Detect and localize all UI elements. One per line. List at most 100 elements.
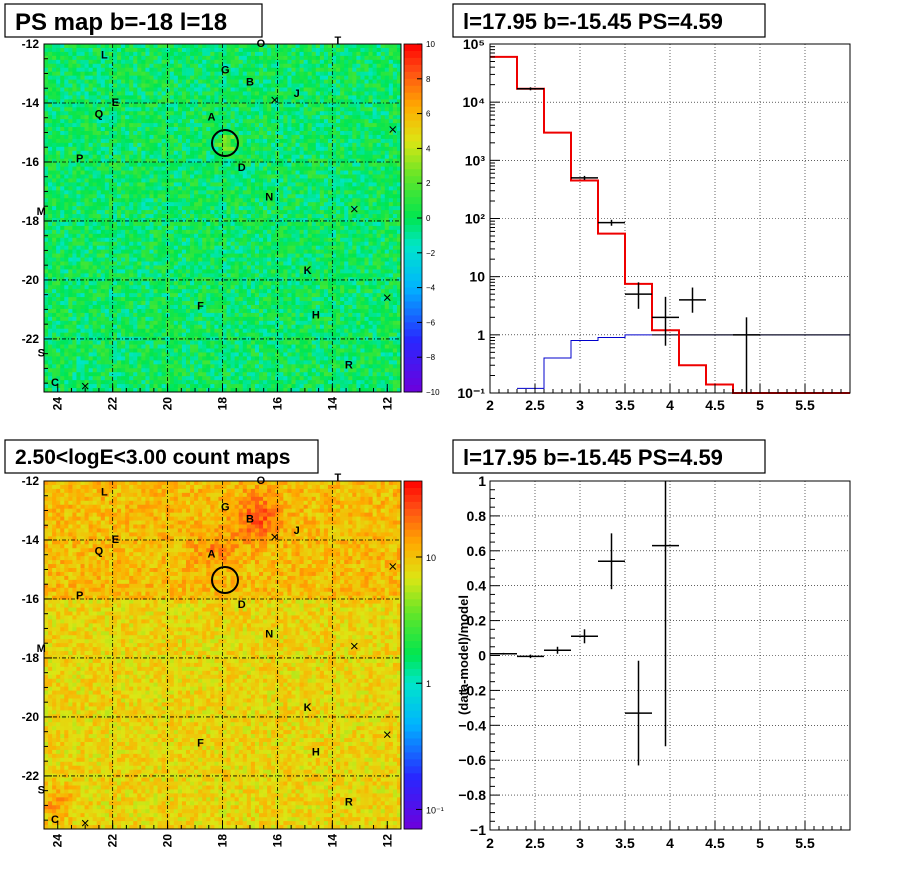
heatmap-cell (121, 167, 125, 171)
heatmap-cell (72, 84, 76, 88)
heatmap-cell (81, 333, 85, 337)
heatmap-cell (117, 313, 121, 317)
heatmap-cell (231, 368, 235, 372)
heatmap-cell (158, 242, 162, 246)
heatmap-cell (202, 341, 206, 345)
heatmap-cell (76, 360, 80, 364)
heatmap-cell (72, 186, 76, 190)
heatmap-cell (113, 111, 117, 115)
heatmap-cell (68, 210, 72, 214)
heatmap-cell (186, 111, 190, 115)
heatmap-cell (231, 139, 235, 143)
heatmap-cell (182, 131, 186, 135)
heatmap-cell (121, 329, 125, 333)
heatmap-cell (202, 84, 206, 88)
heatmap-cell (190, 194, 194, 198)
heatmap-cell (198, 226, 202, 230)
heatmap-cell (56, 95, 60, 99)
heatmap-cell (206, 341, 210, 345)
heatmap-cell (60, 380, 64, 384)
heatmap-cell (101, 206, 105, 210)
heatmap-cell (239, 64, 243, 68)
heatmap-cell (223, 289, 227, 293)
heatmap-cell (158, 171, 162, 175)
heatmap-cell (149, 84, 153, 88)
heatmap-cell (68, 321, 72, 325)
heatmap-cell (247, 309, 251, 313)
heatmap-cell (97, 269, 101, 273)
heatmap-cell (267, 254, 271, 258)
heatmap-cell (81, 80, 85, 84)
heatmap-cell (137, 273, 141, 277)
heatmap-cell (125, 60, 129, 64)
heatmap-cell (235, 285, 239, 289)
heatmap-cell (247, 341, 251, 345)
heatmap-cell (64, 163, 68, 167)
heatmap-cell (64, 250, 68, 254)
heatmap-cell (125, 72, 129, 76)
heatmap-cell (239, 376, 243, 380)
heatmap-cell (227, 163, 231, 167)
heatmap-cell (255, 103, 259, 107)
heatmap-cell (194, 107, 198, 111)
heatmap-cell (117, 202, 121, 206)
heatmap-cell (133, 64, 137, 68)
heatmap-cell (186, 52, 190, 56)
heatmap-cell (214, 206, 218, 210)
heatmap-cell (121, 265, 125, 269)
heatmap-cell (113, 254, 117, 258)
heatmap-cell (81, 218, 85, 222)
heatmap-cell (52, 202, 56, 206)
heatmap-cell (243, 305, 247, 309)
heatmap-cell (259, 163, 263, 167)
heatmap-cell (198, 333, 202, 337)
heatmap-cell (158, 44, 162, 48)
heatmap-cell (255, 80, 259, 84)
heatmap-cell (190, 80, 194, 84)
heatmap-cell (85, 119, 89, 123)
heatmap-cell (231, 242, 235, 246)
heatmap-cell (121, 202, 125, 206)
heatmap-cell (198, 175, 202, 179)
heatmap-cell (186, 214, 190, 218)
heatmap-cell (113, 265, 117, 269)
heatmap-cell (154, 147, 158, 151)
heatmap-cell (194, 155, 198, 159)
heatmap-cell (121, 107, 125, 111)
heatmap-cell (214, 254, 218, 258)
heatmap-cell (60, 273, 64, 277)
heatmap-cell (89, 289, 93, 293)
heatmap-cell (129, 202, 133, 206)
heatmap-cell (194, 84, 198, 88)
heatmap-cell (133, 76, 137, 80)
heatmap-cell (85, 222, 89, 226)
heatmap-cell (109, 84, 113, 88)
heatmap-cell (81, 103, 85, 107)
heatmap-cell (174, 238, 178, 242)
heatmap-cell (48, 84, 52, 88)
heatmap-cell (97, 163, 101, 167)
heatmap-cell (89, 262, 93, 266)
heatmap-cell (255, 380, 259, 384)
heatmap-cell (162, 210, 166, 214)
heatmap-cell (154, 273, 158, 277)
heatmap-cell (154, 313, 158, 317)
heatmap-cell (113, 368, 117, 372)
heatmap-cell (227, 305, 231, 309)
heatmap-cell (149, 123, 153, 127)
heatmap-cell (121, 88, 125, 92)
heatmap-cell (267, 329, 271, 333)
heatmap-cell (190, 360, 194, 364)
heatmap-cell (162, 159, 166, 163)
heatmap-cell (60, 163, 64, 167)
heatmap-cell (263, 352, 267, 356)
heatmap-cell (158, 301, 162, 305)
heatmap-cell (117, 325, 121, 329)
heatmap-cell (247, 135, 251, 139)
heatmap-cell (133, 376, 137, 380)
heatmap-cell (48, 163, 52, 167)
heatmap-cell (227, 95, 231, 99)
heatmap-cell (76, 380, 80, 384)
heatmap-cell (89, 364, 93, 368)
heatmap-cell (158, 269, 162, 273)
